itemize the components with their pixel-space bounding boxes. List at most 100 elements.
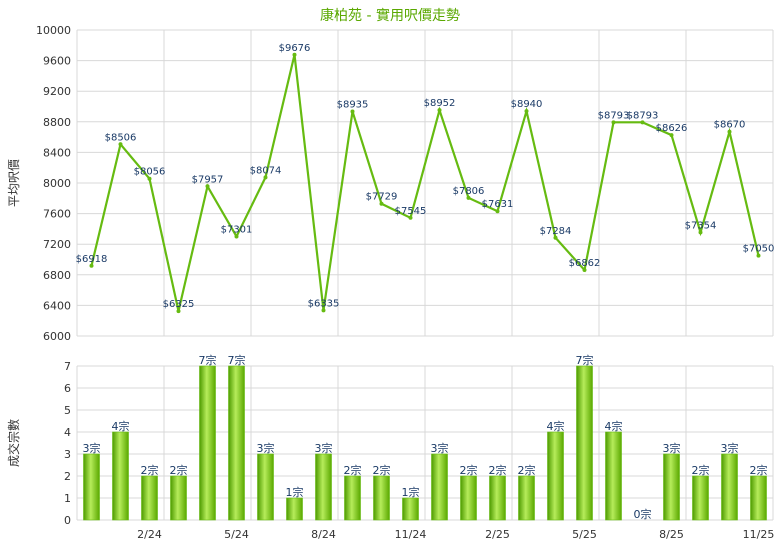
volume-tick-label: 5	[64, 404, 71, 417]
price-point-label: $7301	[221, 224, 253, 235]
volume-bar	[141, 475, 158, 521]
x-axis-ticks: 2/24 5/24 8/24 11/24 2/25 5/25 8/25 11/25	[137, 528, 774, 541]
price-point-label: $9676	[279, 43, 311, 54]
price-point-label: $6862	[569, 258, 601, 269]
volume-tick-label: 6	[64, 382, 71, 395]
price-tick-label: 8000	[43, 177, 71, 190]
volume-tick-label: 0	[64, 514, 71, 527]
price-point-label: $7354	[685, 220, 717, 231]
price-point-label: $8935	[337, 99, 369, 110]
volume-bar-label: 3宗	[257, 441, 275, 455]
price-tick-label: 7600	[43, 208, 71, 221]
volume-bar-label: 0宗	[634, 507, 652, 521]
price-tick-label: 8800	[43, 116, 71, 129]
volume-bar	[431, 453, 448, 521]
price-point	[466, 195, 471, 200]
volume-bar	[112, 431, 129, 521]
volume-bar-label: 4宗	[547, 419, 565, 433]
x-tick-label: 8/25	[659, 528, 684, 541]
price-point-label: $7957	[192, 174, 224, 185]
price-point-label: $6335	[308, 298, 340, 309]
x-tick-label: 8/24	[311, 528, 336, 541]
price-point	[698, 230, 703, 235]
price-point-label: $8626	[656, 123, 688, 134]
price-point	[640, 120, 645, 125]
price-point-label: $8940	[511, 99, 543, 110]
price-line	[90, 54, 760, 312]
price-point	[263, 175, 268, 180]
price-point-label: $8506	[105, 132, 137, 143]
price-point	[147, 176, 152, 181]
price-tick-label: 9600	[43, 55, 71, 68]
volume-bar	[460, 475, 477, 521]
volume-bar	[344, 475, 361, 521]
volume-tick-label: 2	[64, 470, 71, 483]
volume-bar-label: 7宗	[199, 353, 217, 367]
volume-bar-label: 1宗	[402, 485, 420, 499]
volume-bar	[576, 365, 593, 521]
volume-bar-label: 2宗	[489, 463, 507, 477]
volume-bar	[228, 365, 245, 521]
volume-bar-label: 2宗	[518, 463, 536, 477]
price-point	[379, 201, 384, 206]
volume-tick-label: 1	[64, 492, 71, 505]
price-tick-label: 6000	[43, 330, 71, 343]
price-point-label: $6918	[76, 254, 108, 265]
price-point	[350, 109, 355, 114]
volume-grid: 0 1 2 3 4 5 6 7	[64, 360, 774, 527]
x-tick-label: 5/24	[224, 528, 249, 541]
volume-bar	[547, 431, 564, 521]
volume-bar-label: 7宗	[228, 353, 246, 367]
price-point-label: $8793	[627, 110, 659, 121]
volume-bar-label: 3宗	[315, 441, 333, 455]
price-point-label: $6325	[163, 299, 195, 310]
x-tick-label: 5/25	[572, 528, 597, 541]
volume-bar	[518, 475, 535, 521]
volume-bar-label: 3宗	[663, 441, 681, 455]
volume-bar-label: 2宗	[170, 463, 188, 477]
volume-bar	[199, 365, 216, 521]
volume-bar	[83, 453, 100, 521]
volume-bar	[489, 475, 506, 521]
price-axis-label: 平均呎價	[7, 159, 21, 207]
volume-bar-label: 3宗	[83, 441, 101, 455]
price-point	[176, 309, 181, 314]
price-point-label: $7545	[395, 206, 427, 217]
volume-bar	[605, 431, 622, 521]
volume-bar-label: 3宗	[431, 441, 449, 455]
price-point	[118, 142, 123, 147]
price-point-label: $8952	[424, 98, 456, 109]
price-point	[292, 52, 297, 57]
x-tick-label: 2/25	[485, 528, 510, 541]
volume-tick-label: 7	[64, 360, 71, 373]
price-point	[611, 120, 616, 125]
volume-bar	[315, 453, 332, 521]
price-grid: 6000 6400 6800 7200 7600 8000 8400 8800 9200 9600…	[36, 24, 774, 343]
price-point	[756, 253, 761, 258]
volume-bar-label: 4宗	[605, 419, 623, 433]
price-point	[321, 308, 326, 313]
price-tick-label: 6400	[43, 299, 71, 312]
price-point-label: $8670	[714, 120, 746, 131]
volume-bar-label: 7宗	[576, 353, 594, 367]
price-point-label: $8793	[598, 110, 630, 121]
volume-bar	[402, 497, 419, 521]
volume-bar-label: 4宗	[112, 419, 130, 433]
price-point-label: $8074	[250, 165, 282, 176]
price-line-series: $6918 $8506 $8056 $6325 $7957 $7301 $8074 $9676…	[76, 43, 774, 314]
price-point	[582, 268, 587, 273]
price-point	[524, 109, 529, 114]
price-point	[234, 234, 239, 239]
price-point-label: $7806	[453, 186, 485, 197]
price-tick-label: 10000	[36, 24, 71, 37]
volume-bar-label: 2宗	[460, 463, 478, 477]
price-tick-label: 7200	[43, 238, 71, 251]
volume-bar	[721, 453, 738, 521]
volume-tick-label: 4	[64, 426, 71, 439]
price-point-label: $8056	[134, 167, 166, 178]
volume-bar-label: 3宗	[721, 441, 739, 455]
price-point	[727, 129, 732, 134]
price-tick-label: 6800	[43, 269, 71, 282]
